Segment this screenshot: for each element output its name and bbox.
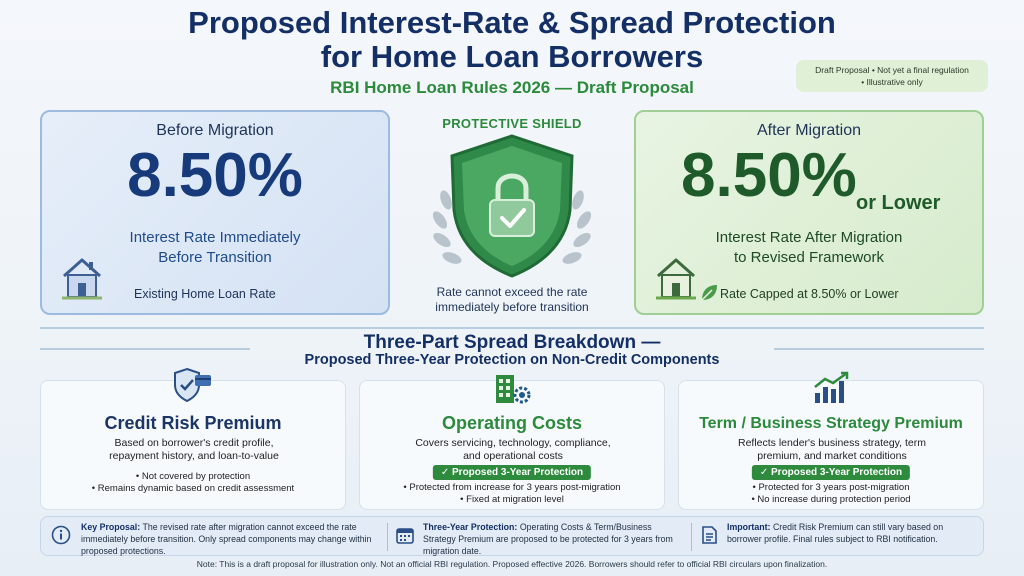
component-bullets: • Protected from increase for 3 years po… bbox=[360, 482, 664, 506]
growth-chart-icon bbox=[814, 371, 849, 403]
component-description: Based on borrower's credit profile, repa… bbox=[51, 437, 337, 463]
component-title: Term / Business Strategy Premium bbox=[699, 415, 963, 432]
key-proposal-body: The revised rate after migration cannot … bbox=[81, 522, 372, 556]
draft-note-line-1: Draft Proposal • Not yet a final regulat… bbox=[815, 65, 969, 75]
component-description: Reflects lender's business strategy, ter… bbox=[689, 437, 975, 463]
bar-separator bbox=[387, 523, 388, 551]
shield-caption-line-1: Rate cannot exceed the rate bbox=[436, 285, 588, 299]
leaf-icon bbox=[701, 285, 717, 301]
component-desc-line-1: Based on borrower's credit profile, bbox=[114, 437, 274, 449]
before-description: Interest Rate Immediately Before Transit… bbox=[42, 228, 388, 268]
footer-disclaimer: Note: This is a draft proposal for illus… bbox=[196, 559, 828, 569]
bar-separator bbox=[691, 523, 692, 551]
house-icon bbox=[656, 258, 696, 300]
title-line-2: for Home Loan Borrowers bbox=[320, 39, 704, 74]
before-footer: Existing Home Loan Rate bbox=[134, 287, 276, 301]
after-description: Interest Rate After Migration to Revised… bbox=[636, 228, 982, 268]
after-desc-line-1: Interest Rate After Migration bbox=[715, 229, 903, 246]
after-desc-line-2: to Revised Framework bbox=[733, 249, 885, 266]
component-title: Credit Risk Premium bbox=[104, 413, 282, 433]
after-rate: 8.50% bbox=[681, 141, 857, 210]
shield-label: PROTECTIVE SHIELD bbox=[442, 116, 582, 131]
component-desc-line-2: repayment history, and loan-to-value bbox=[109, 450, 279, 462]
important-text: Important: Credit Risk Premium can still… bbox=[727, 521, 977, 545]
shield-lock-icon bbox=[432, 134, 592, 278]
before-rate: 8.50% bbox=[127, 141, 303, 210]
key-proposal-text: Key Proposal: The revised rate after mig… bbox=[81, 521, 381, 557]
key-info-bar: Key Proposal: The revised rate after mig… bbox=[40, 516, 984, 556]
credit-risk-premium-card: Credit Risk Premium Based on borrower's … bbox=[40, 367, 346, 510]
before-desc-line-1: Interest Rate Immediately bbox=[129, 229, 301, 246]
component-desc-line-1: Reflects lender's business strategy, ter… bbox=[738, 437, 926, 449]
section-divider bbox=[40, 327, 984, 329]
after-migration-card: After Migration 8.50% or Lower Interest … bbox=[634, 110, 984, 315]
before-heading: Before Migration bbox=[156, 122, 274, 139]
page-title: Proposed Interest-Rate & Spread Protecti… bbox=[0, 6, 1024, 74]
bullet-item: • Protected for 3 years post-migration bbox=[752, 482, 910, 493]
after-heading: After Migration bbox=[756, 122, 862, 139]
three-year-body: Operating Costs & Term/Business Strategy… bbox=[423, 522, 673, 556]
document-icon bbox=[702, 526, 717, 544]
bullet-item: • Not covered by protection bbox=[135, 471, 251, 482]
protection-badge: ✓ Proposed 3-Year Protection bbox=[751, 465, 911, 480]
component-desc-line-2: and operational costs bbox=[463, 450, 563, 462]
three-year-label: Three-Year Protection: bbox=[423, 522, 518, 532]
after-or-lower: or Lower bbox=[856, 192, 941, 214]
after-footer: Rate Capped at 8.50% or Lower bbox=[720, 287, 899, 301]
bullet-item: • No increase during protection period bbox=[751, 494, 911, 505]
info-icon bbox=[51, 525, 71, 545]
component-bullets: • Protected for 3 years post-migration •… bbox=[679, 482, 983, 506]
draft-note: Draft Proposal • Not yet a final regulat… bbox=[796, 60, 988, 92]
three-year-protection-text: Three-Year Protection: Operating Costs &… bbox=[423, 521, 683, 557]
before-desc-line-2: Before Transition bbox=[158, 249, 272, 266]
term-business-strategy-card: Term / Business Strategy Premium Reflect… bbox=[678, 371, 984, 510]
calendar-icon bbox=[396, 528, 414, 544]
building-gear-icon bbox=[496, 375, 531, 404]
bullet-item: • Fixed at migration level bbox=[460, 494, 564, 505]
important-label: Important: bbox=[727, 522, 771, 532]
component-bullets: • Not covered by protection • Remains dy… bbox=[41, 471, 345, 495]
key-proposal-label: Key Proposal: bbox=[81, 522, 141, 532]
shield-caption: Rate cannot exceed the rate immediately … bbox=[394, 285, 630, 315]
protection-badge: ✓ Proposed 3-Year Protection bbox=[432, 465, 592, 480]
draft-note-line-2: • Illustrative only bbox=[861, 77, 923, 87]
component-title: Operating Costs bbox=[441, 413, 583, 433]
important-body: Credit Risk Premium can still vary based… bbox=[727, 522, 944, 544]
subtitle-divider-left bbox=[40, 348, 250, 350]
breakdown-title: Three-Part Spread Breakdown — bbox=[363, 332, 661, 353]
shield-caption-line-2: immediately before transition bbox=[435, 300, 589, 314]
operating-costs-card: Operating Costs Covers servicing, techno… bbox=[359, 375, 665, 510]
page-subtitle: RBI Home Loan Rules 2026 — Draft Proposa… bbox=[330, 78, 694, 97]
bullet-item: • Protected from increase for 3 years po… bbox=[403, 482, 621, 493]
component-desc-line-1: Covers servicing, technology, compliance… bbox=[415, 437, 611, 449]
subtitle-divider-right bbox=[774, 348, 984, 350]
component-desc-line-2: premium, and market conditions bbox=[757, 450, 907, 462]
bullet-item: • Remains dynamic based on credit assess… bbox=[91, 483, 295, 494]
shield-card-icon bbox=[174, 367, 211, 403]
before-migration-card: Before Migration 8.50% Interest Rate Imm… bbox=[40, 110, 390, 315]
title-line-1: Proposed Interest-Rate & Spread Protecti… bbox=[188, 5, 836, 40]
breakdown-subtitle: Proposed Three-Year Protection on Non-Cr… bbox=[304, 352, 720, 368]
component-description: Covers servicing, technology, compliance… bbox=[370, 437, 656, 463]
house-icon bbox=[62, 258, 102, 300]
